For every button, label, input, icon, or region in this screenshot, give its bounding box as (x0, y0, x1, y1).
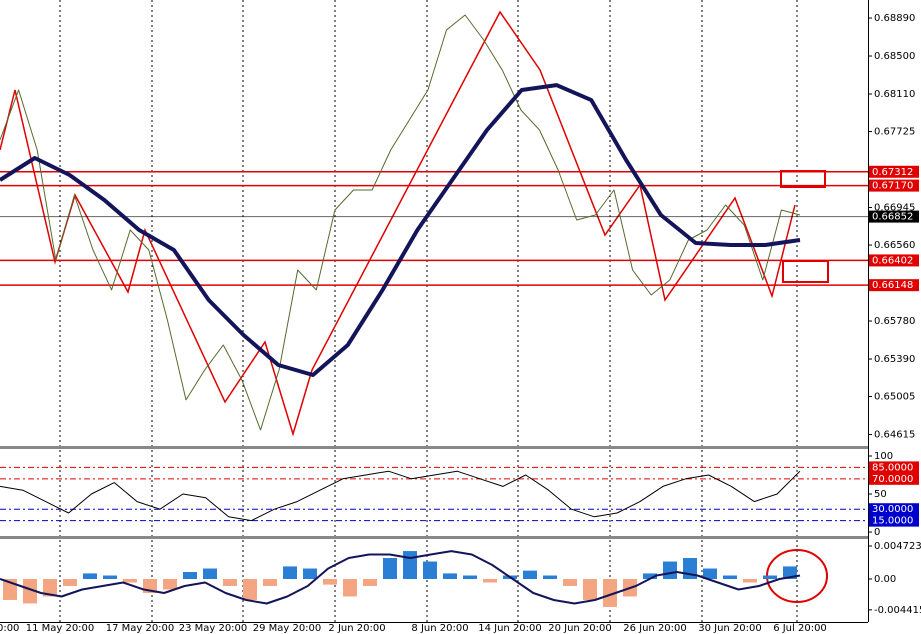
histogram-bar (223, 579, 237, 586)
level-label-box (869, 279, 919, 292)
histogram-bar (83, 573, 97, 580)
histogram-bar (23, 579, 37, 604)
time-label: 11 May 20:00 (26, 623, 95, 634)
y-tick-label: 0.68110 (874, 89, 915, 100)
series-line (0, 14, 801, 431)
y-tick-label: 0.65780 (874, 316, 915, 327)
y-tick-label: -0.004415 (874, 605, 921, 616)
series-line (0, 83, 801, 377)
y-tick-label: 0.68890 (874, 13, 915, 24)
histogram-bar (663, 561, 677, 580)
histogram-bar (263, 579, 277, 586)
histogram-bar (723, 575, 737, 580)
time-label: 2 Jun 20:00 (328, 623, 385, 634)
y-tick-label: 0.65005 (874, 392, 915, 403)
histogram-bar (43, 579, 57, 597)
annotation-box (780, 170, 826, 188)
y-tick-label: 0.67725 (874, 127, 915, 138)
histogram-bar (183, 572, 197, 580)
level-label: 0.66852 (872, 212, 913, 223)
series-line (0, 470, 801, 522)
histogram-bar (123, 579, 137, 583)
histogram-bar (463, 575, 477, 580)
time-label: 20 Jun 20:00 (548, 623, 612, 634)
level-label: 70.0000 (872, 474, 913, 485)
histogram-bar (63, 579, 77, 586)
histogram-bar (603, 579, 617, 607)
histogram-bar (383, 558, 397, 580)
level-label-box (869, 210, 919, 223)
time-label: 29 May 20:00 (253, 623, 322, 634)
level-label-box (869, 461, 919, 474)
y-tick-label: 0.65390 (874, 354, 915, 365)
time-label: 14 Jun 20:00 (478, 623, 542, 634)
level-label-box (869, 472, 919, 485)
histogram-bar (443, 573, 457, 580)
level-label-box (869, 514, 919, 527)
time-label: 26 Jun 20:00 (623, 623, 687, 634)
level-label-box (869, 503, 919, 516)
level-label: 0.67170 (872, 181, 913, 192)
y-tick-label: 50 (874, 489, 887, 500)
time-label: 20:00 (0, 623, 19, 634)
histogram-bar (763, 575, 777, 580)
histogram-bar (563, 579, 577, 586)
y-tick-label: 0.004723 (874, 541, 921, 552)
y-tick-label: 0.64615 (874, 430, 915, 441)
histogram-bar (283, 566, 297, 580)
y-tick-label: 0.68500 (874, 51, 915, 62)
histogram-bar (163, 579, 177, 590)
level-label-box (869, 165, 919, 178)
y-tick-label: 0 (874, 527, 880, 538)
level-label: 0.66402 (872, 255, 913, 266)
histogram-bar (103, 575, 117, 580)
series-line (0, 550, 801, 605)
level-label-box (869, 179, 919, 192)
histogram-bar (343, 579, 357, 597)
histogram-bar (743, 579, 757, 583)
vertical-grid (59, 0, 798, 622)
histogram-bar (323, 579, 337, 585)
level-label: 0.67312 (872, 167, 913, 178)
level-label: 85.0000 (872, 462, 913, 473)
y-tick-label: 0.00 (874, 574, 896, 585)
histogram-bar (303, 568, 317, 580)
histogram-bar (543, 575, 557, 580)
histogram-bar (243, 579, 257, 600)
histogram-bar (703, 568, 717, 580)
level-label: 30.0000 (872, 504, 913, 515)
histogram-bar (423, 561, 437, 580)
time-label: 30 Jun 20:00 (698, 623, 762, 634)
y-tick-label: 0.66945 (874, 203, 915, 214)
histogram-bar (363, 579, 377, 586)
time-label: 23 May 20:00 (179, 623, 248, 634)
y-tick-label: 100 (874, 451, 893, 462)
y-tick-label: 0.66560 (874, 240, 915, 251)
histogram-bar (203, 568, 217, 580)
histogram-bar (583, 579, 597, 600)
time-label: 6 Jul 20:00 (773, 623, 827, 634)
histogram-bar (403, 551, 417, 580)
time-label: 8 Jun 20:00 (411, 623, 468, 634)
level-label: 15.0000 (872, 516, 913, 527)
time-label: 17 May 20:00 (106, 623, 175, 634)
histogram-bar (483, 579, 497, 583)
histogram-bar (643, 573, 657, 580)
histogram-bar (523, 570, 537, 580)
level-label-box (869, 254, 919, 267)
level-label: 0.66148 (872, 280, 913, 291)
